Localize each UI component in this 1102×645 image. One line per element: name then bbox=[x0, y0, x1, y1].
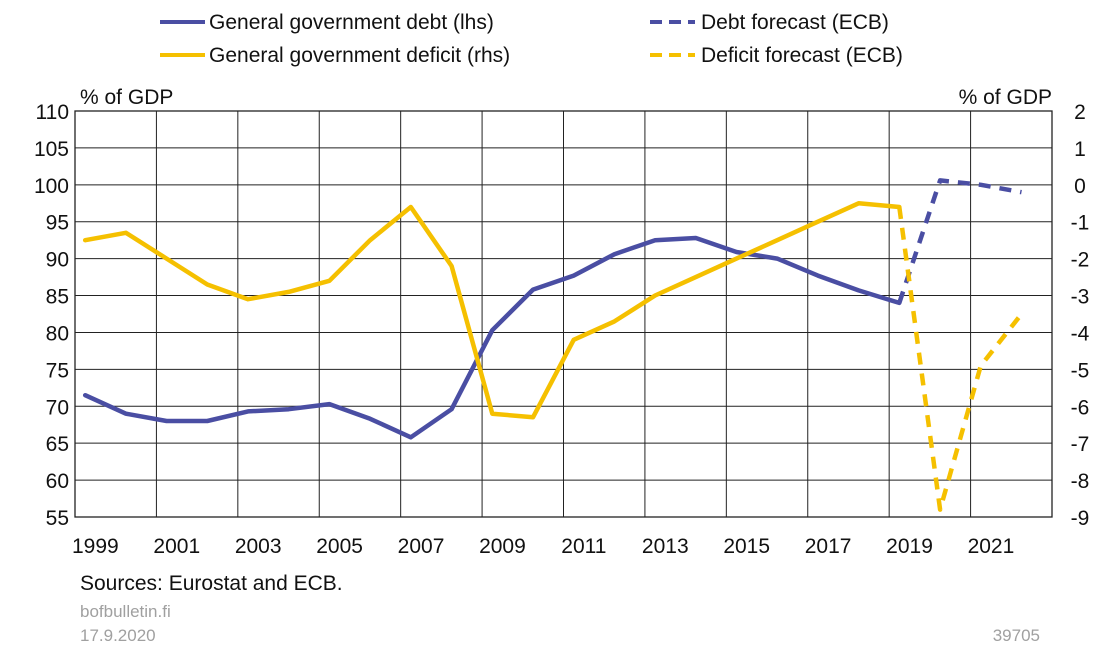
right-tick-label: -6 bbox=[1071, 396, 1090, 419]
right-axis-unit: % of GDP bbox=[959, 86, 1052, 109]
legend-item-deficit: General government deficit (rhs) bbox=[160, 44, 510, 67]
x-tick-label: 2011 bbox=[561, 535, 606, 558]
legend: General government debt (lhs) Debt forec… bbox=[160, 11, 903, 67]
right-tick-label: -5 bbox=[1071, 359, 1090, 382]
left-tick-label: 60 bbox=[46, 470, 69, 493]
x-tick-label: 2009 bbox=[479, 535, 526, 558]
right-tick-label: 0 bbox=[1074, 175, 1086, 198]
sources-note: Sources: Eurostat and ECB. bbox=[80, 572, 343, 595]
right-tick-label: -3 bbox=[1071, 286, 1090, 309]
chart-id-label: 39705 bbox=[993, 626, 1040, 645]
x-tick-label: 1999 bbox=[72, 535, 119, 558]
right-tick-label: 2 bbox=[1074, 101, 1086, 124]
x-tick-label: 2007 bbox=[398, 535, 445, 558]
right-tick-label: -7 bbox=[1071, 433, 1090, 456]
plot-frame bbox=[74, 110, 1053, 518]
right-tick-label: -9 bbox=[1071, 507, 1090, 530]
left-tick-label: 65 bbox=[46, 433, 69, 456]
x-tick-label: 2019 bbox=[886, 535, 933, 558]
grid-layer bbox=[74, 110, 1052, 518]
deficit-line bbox=[82, 201, 902, 420]
x-tick-label: 2003 bbox=[235, 535, 282, 558]
legend-item-deficit-forecast: Deficit forecast (ECB) bbox=[650, 44, 903, 67]
left-tick-label: 105 bbox=[34, 138, 69, 161]
left-tick-label: 100 bbox=[34, 175, 69, 198]
debt-forecast-line bbox=[897, 178, 1022, 304]
right-tick-label: 1 bbox=[1074, 138, 1086, 161]
right-tick-label: -8 bbox=[1071, 470, 1090, 493]
legend-item-debt: General government debt (lhs) bbox=[160, 11, 494, 34]
legend-label-deficit-forecast: Deficit forecast (ECB) bbox=[701, 44, 903, 67]
series-layer bbox=[82, 178, 1024, 512]
tick-layer: 110 105 100 95 90 85 80 75 70 65 60 55 2 1 0 -1 -2 -3 -4 -5… bbox=[34, 101, 1090, 558]
legend-item-debt-forecast: Debt forecast (ECB) bbox=[650, 11, 889, 34]
left-axis-unit: % of GDP bbox=[80, 86, 173, 109]
right-tick-label: -4 bbox=[1071, 322, 1090, 345]
legend-label-deficit: General government deficit (rhs) bbox=[209, 44, 510, 67]
date-label: 17.9.2020 bbox=[80, 626, 156, 645]
legend-label-debt: General government debt (lhs) bbox=[209, 11, 494, 34]
debt-line bbox=[82, 235, 902, 440]
x-tick-label: 2013 bbox=[642, 535, 689, 558]
left-tick-label: 90 bbox=[46, 249, 69, 272]
x-tick-label: 2001 bbox=[153, 535, 200, 558]
right-tick-label: -1 bbox=[1071, 212, 1090, 235]
left-tick-label: 110 bbox=[36, 101, 69, 124]
legend-label-debt-forecast: Debt forecast (ECB) bbox=[701, 11, 889, 34]
left-tick-label: 75 bbox=[46, 359, 69, 382]
left-tick-label: 95 bbox=[46, 212, 69, 235]
x-tick-label: 2021 bbox=[968, 535, 1015, 558]
x-tick-label: 2017 bbox=[805, 535, 852, 558]
x-tick-label: 2005 bbox=[316, 535, 363, 558]
left-tick-label: 70 bbox=[46, 396, 69, 419]
right-tick-label: -2 bbox=[1071, 249, 1090, 272]
left-tick-label: 85 bbox=[46, 286, 69, 309]
x-tick-label: 2015 bbox=[723, 535, 770, 558]
deficit-forecast-line bbox=[897, 206, 1024, 512]
site-label: bofbulletin.fi bbox=[80, 602, 171, 621]
left-tick-label: 80 bbox=[46, 322, 69, 345]
left-tick-label: 55 bbox=[46, 507, 69, 530]
